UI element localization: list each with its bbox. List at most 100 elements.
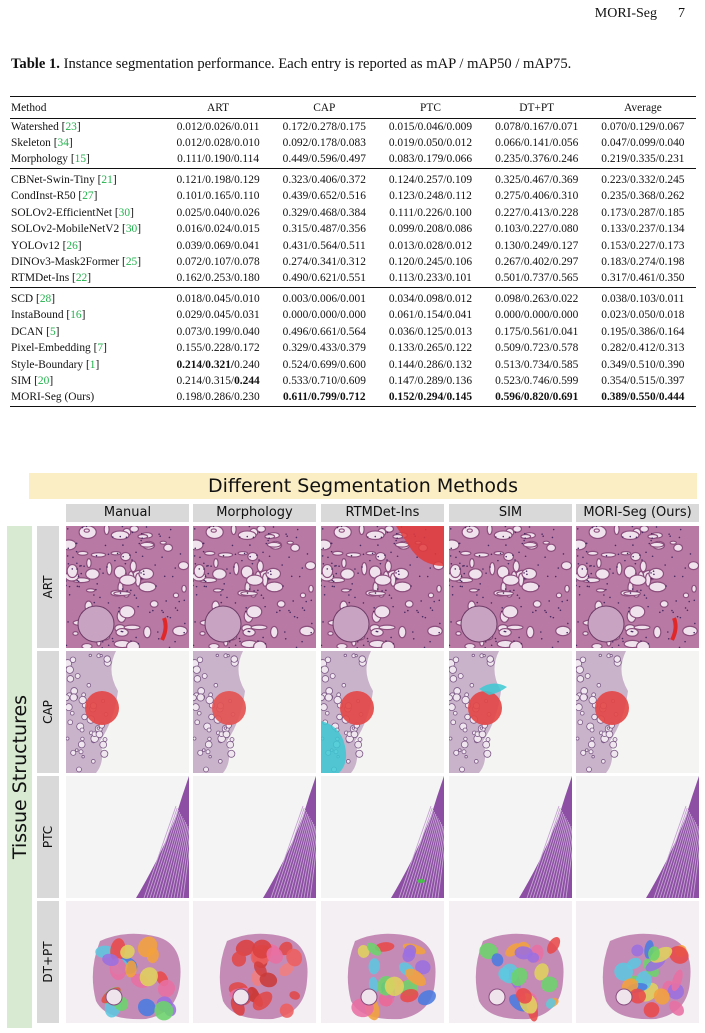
citation-link[interactable]: 28 xyxy=(39,292,52,305)
score-cell: 0.130/0.249/0.127 xyxy=(495,239,579,252)
citation-link[interactable]: 20 xyxy=(37,375,50,388)
table-row: CBNet-Swin-Tiny [21] 0.121/0.198/0.129 0.3… xyxy=(10,167,696,188)
tissue-image xyxy=(449,901,572,1023)
citation-link[interactable]: 34 xyxy=(57,137,69,150)
method-label: YOLOv12 xyxy=(11,239,60,252)
score-cell: 0.354/0.515/0.397 xyxy=(601,375,685,388)
score-cell: 0.070/0.129/0.067 xyxy=(601,121,685,133)
tissue-image xyxy=(193,651,316,773)
citation-link[interactable]: 15 xyxy=(74,152,87,165)
tissue-image xyxy=(449,776,572,898)
segmentation-image xyxy=(321,526,444,648)
citation-link[interactable]: 26 xyxy=(66,239,78,252)
segmentation-image xyxy=(576,526,699,648)
score-cell: 0.111/0.226/0.100 xyxy=(389,206,472,219)
method-label: Morphology xyxy=(11,152,68,165)
column-header: Manual xyxy=(66,504,189,522)
score-cell: 0.012/0.026/0.011 xyxy=(176,121,260,133)
citation-link[interactable]: 30 xyxy=(125,223,138,236)
score-cell: 0.019/0.050/0.012 xyxy=(388,137,473,150)
row-header-label: DT+PT xyxy=(41,941,55,983)
figure-side-label: Tissue Structures xyxy=(7,526,32,1028)
table-row: SOLOv2-EfficientNet [30] 0.025/0.040/0.02… xyxy=(10,205,696,222)
header-cap: CAP xyxy=(271,96,378,119)
tissue-image xyxy=(66,901,189,1023)
figure-side-label-text: Tissue Structures xyxy=(8,694,31,860)
row-header-label: ART xyxy=(41,575,55,599)
score-cell: 0.123/0.248/0.112 xyxy=(389,190,472,203)
score-cell: 0.267/0.402/0.297 xyxy=(495,256,579,269)
score-cell: 0.092/0.178/0.083 xyxy=(282,137,366,150)
score-cell: 0.073/0.199/0.040 xyxy=(176,325,260,338)
score-cell: 0.329/0.433/0.379 xyxy=(282,342,366,355)
score-cell: 0.066/0.141/0.056 xyxy=(495,137,579,150)
column-header: RTMDet-Ins xyxy=(321,504,444,522)
tissue-image xyxy=(66,776,189,898)
row-header: ART xyxy=(37,526,59,648)
tissue-image xyxy=(193,776,316,898)
segmentation-image xyxy=(193,526,316,648)
score-cell: 0.439/0.652/0.516 xyxy=(282,190,366,203)
citation-link[interactable]: 27 xyxy=(82,190,94,203)
tissue-image xyxy=(193,901,316,1023)
citation-link[interactable]: 16 xyxy=(70,309,82,322)
method-name: CondInst-R50 [27] xyxy=(11,190,98,203)
citation-link[interactable]: 22 xyxy=(75,271,88,284)
figure-title: Different Segmentation Methods xyxy=(29,473,697,499)
score-cell: 0.325/0.467/0.369 xyxy=(483,167,590,188)
segmentation-image xyxy=(576,651,699,773)
results-table: Method ART CAP PTC DT+PT Average Watersh… xyxy=(10,96,696,407)
citation-link[interactable]: 7 xyxy=(97,342,104,355)
method-name: DINOv3-Mask2Former [25] xyxy=(11,256,142,269)
header-art: ART xyxy=(165,96,272,119)
score-cell: 0.214/0.315/0.244 xyxy=(176,375,260,388)
method-name: Watershed [23] xyxy=(11,121,81,133)
table-row: DINOv3-Mask2Former [25] 0.072/0.107/0.078… xyxy=(10,254,696,271)
method-label: InstaBound xyxy=(11,309,64,322)
method-label: Watershed xyxy=(11,121,59,133)
score-cell: 0.611/0.799/0.712 xyxy=(271,389,378,407)
method-label: Skeleton xyxy=(11,137,51,150)
score-cell: 0.235/0.376/0.246 xyxy=(495,152,579,165)
citation-link[interactable]: 23 xyxy=(65,121,77,133)
score-cell: 0.490/0.621/0.551 xyxy=(282,271,366,284)
row-header-label: PTC xyxy=(41,825,55,849)
score-cell: 0.389/0.550/0.444 xyxy=(589,389,696,407)
tissue-image xyxy=(66,526,189,648)
tissue-image xyxy=(449,526,572,648)
table-caption-text: Instance segmentation performance. Each … xyxy=(59,56,572,72)
row-header: DT+PT xyxy=(37,901,59,1023)
method-name: RTMDet-Ins [22] xyxy=(11,271,92,284)
method-name: Morphology [15] xyxy=(11,152,90,165)
score-cell: 0.121/0.198/0.129 xyxy=(165,167,272,188)
score-cell: 0.012/0.028/0.010 xyxy=(176,137,260,150)
header-ptc: PTC xyxy=(377,96,484,119)
table-row: Watershed [23] 0.012/0.026/0.011 0.172/0.2… xyxy=(10,119,696,136)
method-label: RTMDet-Ins xyxy=(11,271,70,284)
tissue-image xyxy=(66,651,189,773)
citation-link[interactable]: 5 xyxy=(49,325,56,338)
method-name: SOLOv2-EfficientNet [30] xyxy=(11,206,134,219)
method-label: SOLOv2-EfficientNet xyxy=(11,206,113,219)
citation-link[interactable]: 1 xyxy=(89,358,96,371)
score-cell: 0.172/0.278/0.175 xyxy=(282,121,366,133)
tissue-image xyxy=(576,526,699,648)
citation-link[interactable]: 30 xyxy=(118,206,131,219)
score-cell: 0.124/0.257/0.109 xyxy=(377,167,484,188)
citation-link[interactable]: 25 xyxy=(125,256,138,269)
score-cell: 0.219/0.335/0.231 xyxy=(601,152,685,165)
score-cell: 0.025/0.040/0.026 xyxy=(176,206,260,219)
method-name: Skeleton [34] xyxy=(11,137,73,150)
method-name: SOLOv2-MobileNetV2 [30] xyxy=(11,223,142,236)
table-row: Pixel-Embedding [7] 0.155/0.228/0.172 0.32… xyxy=(10,340,696,357)
score-cell: 0.133/0.265/0.122 xyxy=(388,342,473,355)
segmentation-image xyxy=(576,901,699,1023)
score-cell: 0.349/0.510/0.390 xyxy=(601,358,685,371)
score-cell: 0.533/0.710/0.609 xyxy=(282,375,366,388)
table-row: SIM [20] 0.214/0.315/0.244 0.533/0.710/0.6… xyxy=(10,373,696,390)
citation-link[interactable]: 21 xyxy=(101,173,113,186)
score-cell: 0.152/0.294/0.145 xyxy=(377,389,484,407)
score-cell: 0.098/0.263/0.022 xyxy=(483,286,590,307)
score-cell: 0.120/0.245/0.106 xyxy=(388,256,473,269)
score-cell: 0.072/0.107/0.078 xyxy=(176,256,260,269)
